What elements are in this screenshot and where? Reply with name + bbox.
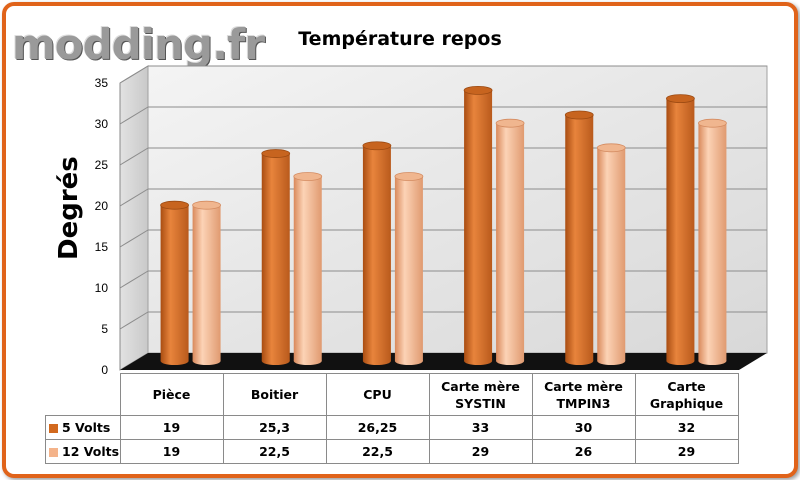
bar-cap xyxy=(293,172,323,181)
bar-12v xyxy=(596,143,626,365)
bar-12v xyxy=(495,118,525,365)
table-category-header: Boitier xyxy=(222,373,327,416)
bar-cap xyxy=(564,110,594,120)
table-cell: 29 xyxy=(634,439,739,464)
side-wall xyxy=(119,65,149,371)
y-tick-label: 20 xyxy=(95,199,109,213)
table-cell: 29 xyxy=(428,439,533,464)
y-tick-label: 15 xyxy=(95,240,109,254)
data-table-row-12v: 12 Volts 19 22,5 22,5 29 26 29 xyxy=(45,439,739,464)
bar-body xyxy=(160,205,189,361)
bar-cap xyxy=(495,118,525,128)
bar-base xyxy=(261,357,290,365)
y-tick-label: 35 xyxy=(95,76,109,90)
bar-body xyxy=(394,176,423,361)
bar-base xyxy=(496,357,525,365)
bar-base xyxy=(565,357,594,365)
bar-base xyxy=(160,357,189,365)
table-cell: 33 xyxy=(428,415,533,440)
bar-5v xyxy=(261,149,291,365)
bar-body xyxy=(362,145,391,361)
bar-body xyxy=(192,205,221,361)
y-tick-label: 30 xyxy=(95,117,109,131)
data-table: Pièce Boitier CPU Carte mère SYSTIN Carte… xyxy=(45,373,739,464)
gridline xyxy=(119,147,149,166)
bar-12v xyxy=(698,118,727,365)
bar-5v xyxy=(564,110,594,365)
bar-body xyxy=(698,123,727,361)
table-category-header: Pièce xyxy=(119,373,224,416)
table-category-header: Carte mère TMPIN3 xyxy=(531,373,636,416)
table-cell: 32 xyxy=(634,415,739,440)
bar-cap xyxy=(261,149,291,158)
gridline xyxy=(119,106,149,125)
bar-5v xyxy=(463,86,493,365)
bar-base xyxy=(666,357,695,365)
bar-body xyxy=(597,147,626,361)
chart-title: Température repos xyxy=(298,28,502,50)
gridline xyxy=(119,270,149,289)
table-cell: 30 xyxy=(531,415,636,440)
gridline xyxy=(119,229,149,248)
y-tick-label: 5 xyxy=(101,322,108,336)
bar-5v xyxy=(362,141,392,365)
data-table-header-row: Pièce Boitier CPU Carte mère SYSTIN Carte… xyxy=(46,373,739,416)
y-tick-label: 0 xyxy=(101,363,108,377)
table-cell: 19 xyxy=(119,439,224,464)
bar-5v xyxy=(160,200,189,365)
table-cell: 25,3 xyxy=(222,415,327,440)
bar-body xyxy=(666,98,695,361)
table-cell: 22,5 xyxy=(325,439,430,464)
bar-base xyxy=(362,357,391,365)
table-cell: 26,25 xyxy=(325,415,430,440)
gridline xyxy=(119,311,149,330)
bar-base xyxy=(597,357,626,365)
bar-body xyxy=(464,90,493,362)
table-category-header: CPU xyxy=(325,373,430,416)
table-cell: 26 xyxy=(531,439,636,464)
bar-cap xyxy=(160,200,189,210)
table-cell: 19 xyxy=(119,415,224,440)
legend-swatch-12v xyxy=(49,448,58,457)
bar-base xyxy=(192,357,221,365)
bar-cap xyxy=(698,118,727,128)
data-table-row-5v: 5 Volts 19 25,3 26,25 33 30 32 xyxy=(45,415,739,440)
bar-base xyxy=(464,357,493,365)
bar-cap xyxy=(362,141,392,151)
bar-body xyxy=(293,176,322,361)
y-tick-label: 10 xyxy=(95,281,109,295)
bar-base xyxy=(293,357,322,365)
bar-body xyxy=(261,153,290,361)
bar-body xyxy=(565,115,594,361)
table-category-header: Carte mère SYSTIN xyxy=(428,373,533,416)
y-tick-label: 25 xyxy=(95,158,109,172)
watermark-logo: modding.fr xyxy=(12,20,265,69)
bar-12v xyxy=(192,200,221,365)
bar-cap xyxy=(192,200,221,210)
table-cell: 22,5 xyxy=(222,439,327,464)
bar-cap xyxy=(666,94,695,103)
bar-base xyxy=(698,357,727,365)
bar-body xyxy=(496,123,525,361)
legend-swatch-5v xyxy=(49,424,58,433)
bar-12v xyxy=(394,172,424,365)
table-category-header: Carte Graphique xyxy=(634,373,739,416)
bar-12v xyxy=(293,172,323,365)
bar-base xyxy=(394,357,423,365)
legend-entry-5v: 5 Volts xyxy=(45,415,121,440)
bar-cap xyxy=(463,86,493,95)
bar-cap xyxy=(394,172,424,181)
back-wall xyxy=(147,65,768,354)
legend-entry-12v: 12 Volts xyxy=(45,439,121,464)
bar-cap xyxy=(596,143,626,153)
bar-5v xyxy=(666,94,695,365)
gridline xyxy=(119,188,149,207)
gridline xyxy=(119,65,149,84)
